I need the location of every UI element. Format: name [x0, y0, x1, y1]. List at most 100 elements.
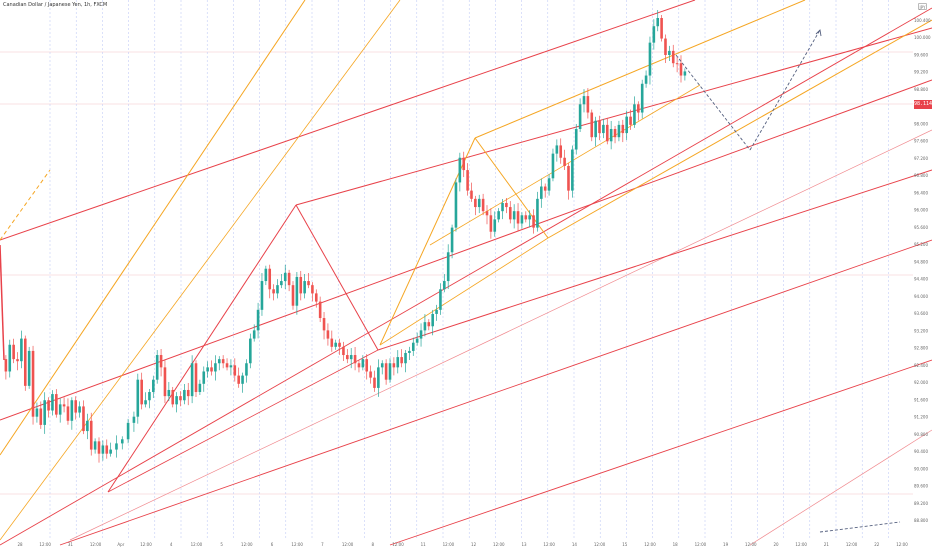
x-axis-tick-label: 12:00: [543, 542, 555, 547]
candle-body: [388, 363, 392, 380]
x-axis-tick-label: 12:00: [241, 542, 253, 547]
candle-body: [656, 18, 660, 27]
candle-body: [221, 359, 225, 364]
candle-body: [307, 281, 310, 286]
red-channel-lower: [59, 239, 932, 546]
x-axis-tick-label: 12:00: [90, 542, 102, 547]
candle-body: [190, 363, 194, 397]
candle-body: [39, 408, 43, 425]
y-axis-tick-label: 95.200: [914, 242, 928, 247]
candle-body: [605, 124, 609, 142]
y-axis-tick-label: 94.800: [914, 259, 928, 264]
x-axis-tick-label: Apr: [117, 542, 124, 547]
candle-body: [400, 357, 403, 364]
x-axis-tick-label: 13: [521, 542, 527, 547]
candle-body: [625, 116, 628, 134]
candle-body: [365, 359, 369, 372]
candle-body: [295, 276, 299, 306]
x-axis-tick-label: 12:00: [745, 542, 757, 547]
candle-body: [186, 389, 190, 397]
candle-body: [86, 420, 89, 432]
y-axis-tick-label: 98.000: [914, 121, 928, 126]
x-axis-tick-label: 12:00: [644, 542, 656, 547]
red-fork-lower-tine: [377, 169, 932, 351]
candle-body: [427, 322, 431, 327]
orange-channel-left-1: [0, 0, 306, 456]
candle-body: [466, 170, 469, 191]
candle-body: [458, 157, 462, 183]
x-axis-tick-label: 12:00: [443, 542, 455, 547]
candle-body: [268, 268, 272, 290]
x-axis-tick-label: 7: [321, 542, 324, 547]
candle-body: [27, 350, 31, 386]
candle-body: [229, 365, 233, 368]
x-axis-tick-label: 12:00: [795, 542, 807, 547]
candle-body: [43, 400, 46, 425]
candle-body: [660, 18, 663, 39]
x-axis-tick-label: 12:00: [291, 542, 303, 547]
candle-body: [144, 400, 147, 405]
candle-body: [16, 359, 19, 362]
candle-body: [380, 363, 384, 368]
x-axis-tick-label: 11: [421, 542, 427, 547]
candle-body: [163, 367, 167, 397]
candle-body: [543, 186, 547, 191]
candle-body: [501, 202, 504, 212]
candle-body: [175, 396, 178, 405]
candle-body: [683, 71, 687, 76]
red-fork-leg-2: [295, 204, 379, 351]
candle-body: [644, 75, 648, 84]
candle-body: [408, 350, 411, 353]
candle-body: [547, 178, 551, 191]
red-channel-upper: [0, 0, 696, 241]
candle-body: [462, 157, 466, 171]
candle-body: [179, 396, 182, 401]
x-axis-tick-label: 28: [17, 542, 23, 547]
projection-down: [675, 54, 751, 151]
candle-body: [578, 104, 582, 129]
light-red-parallel: [749, 429, 932, 546]
candle-body: [159, 355, 163, 368]
candle-body: [334, 342, 337, 347]
candle-body: [392, 363, 396, 368]
candle-body: [126, 422, 130, 440]
candle-body: [637, 104, 640, 113]
y-axis-tick-label: 90.400: [914, 449, 928, 454]
candle-body: [419, 330, 423, 339]
candle-body: [551, 153, 555, 179]
x-axis-tick-label: 21: [824, 542, 830, 547]
x-axis-tick-label: 20: [773, 542, 779, 547]
candle-body: [194, 363, 198, 393]
candle-body: [115, 443, 118, 450]
candle-body: [505, 202, 508, 208]
candle-body: [664, 38, 667, 55]
candle-body: [260, 281, 264, 310]
y-axis-tick-label: 94.000: [914, 294, 928, 299]
red-fork-base: [107, 349, 379, 493]
candle-body: [629, 116, 632, 125]
candle-body: [384, 363, 388, 380]
candle-body: [105, 445, 109, 454]
candle-body: [202, 371, 206, 384]
y-axis-tick-label: 91.600: [914, 397, 928, 402]
y-axis-tick-label: 92.800: [914, 346, 928, 351]
red-edge-line: [0, 244, 5, 361]
y-axis-tick-label: 96.800: [914, 173, 928, 178]
y-axis-tick-label: 88.800: [914, 518, 928, 523]
candle-body: [132, 416, 136, 423]
candle-body: [602, 124, 605, 134]
candle-body: [404, 352, 407, 364]
x-axis-tick-label: 6: [271, 542, 274, 547]
candle-body: [338, 342, 341, 347]
candle-body: [152, 379, 155, 393]
x-axis-tick-label: 5: [220, 542, 223, 547]
orange-fork-upper-tine: [474, 0, 806, 139]
candle-body: [12, 344, 15, 360]
settings-badge[interactable]: JPY: [918, 3, 927, 10]
candle-body: [571, 149, 574, 191]
candle-body: [272, 289, 275, 294]
arrow-head-icon: [815, 29, 822, 37]
x-axis-tick-label: 19: [723, 542, 729, 547]
